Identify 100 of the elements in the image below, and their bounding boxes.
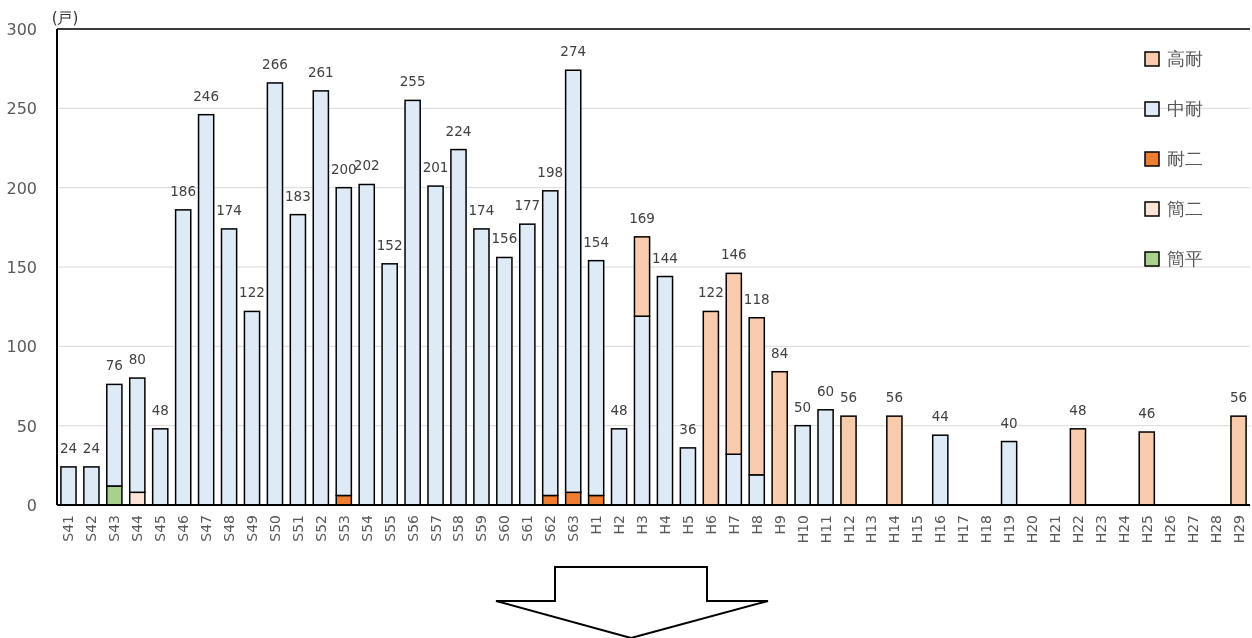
x-tick-label: H15 [909,515,926,544]
x-tick-label: H4 [656,514,673,535]
x-tick-label: S49 [244,515,261,542]
x-tick-label: H19 [1001,515,1018,544]
total-label: 24 [82,439,101,456]
total-label: 46 [1138,405,1156,422]
total-label: 56 [885,389,903,406]
total-label: 118 [743,290,770,307]
x-tick-label: S43 [106,515,123,542]
x-tick-label: S59 [473,515,490,542]
total-label: 60 [816,382,835,399]
x-tick-label: H2 [611,515,628,535]
x-tick-label: S46 [175,514,192,542]
x-tick-label: H22 [1069,515,1086,544]
x-tick-label: H12 [840,515,857,544]
total-label: 80 [128,351,146,368]
total-label: 40 [1000,414,1018,431]
x-tick-label: H1 [588,515,605,535]
total-label: 24 [59,439,78,456]
total-label: 266 [262,55,288,72]
x-tick-label: H5 [679,515,696,535]
total-label: 261 [307,63,334,80]
total-label: 177 [514,197,541,214]
y-tick-label: 100 [6,337,37,357]
x-tick-label: H3 [634,515,651,535]
x-tick-label: S62 [542,515,559,542]
total-label: 201 [422,159,449,176]
x-tick-label: H21 [1046,515,1063,544]
x-tick-label: S58 [450,515,467,542]
x-tick-label: S48 [221,515,238,542]
x-tick-label: S63 [565,515,582,542]
total-label: 48 [151,401,169,418]
x-tick-label: H25 [1138,515,1155,544]
total-label: 154 [583,233,610,250]
x-tick-label: H8 [748,515,765,535]
total-label: 186 [170,182,197,199]
total-label: 50 [794,398,812,415]
total-label: 76 [105,357,123,374]
x-tick-label: S45 [152,515,169,542]
legend-label: 高耐 [1167,48,1203,69]
total-label: 48 [610,401,628,418]
y-tick-label: 200 [6,178,37,198]
y-tick-label: 300 [6,20,37,39]
x-tick-label: S55 [381,515,398,542]
x-tick-label: S54 [358,514,375,542]
x-tick-label: H6 [702,514,719,535]
legend-label: 簡平 [1167,248,1203,269]
total-label: 156 [491,230,518,247]
total-label: 144 [652,249,678,266]
total-label: 122 [239,284,265,301]
legend-label: 耐二 [1167,148,1203,169]
total-label: 84 [771,344,789,361]
total-label: 48 [1069,401,1087,418]
x-tick-label: S51 [289,515,306,542]
x-tick-label: S60 [496,515,513,542]
total-label: 246 [193,87,220,104]
y-axis-title: (戸) [51,9,79,27]
total-label: 36 [679,420,697,437]
x-tick-label: S57 [427,515,444,542]
x-tick-label: H24 [1115,514,1132,544]
x-tick-label: S56 [404,514,421,542]
x-tick-label: S53 [335,515,352,542]
total-label: 44 [931,408,949,425]
x-tick-label: H18 [978,515,995,544]
y-tick-label: 150 [6,258,37,277]
total-label: 122 [697,284,724,301]
y-tick-label: 50 [16,416,37,436]
total-label: 183 [285,187,311,204]
x-tick-label: H23 [1092,515,1109,544]
legend-label: 中耐 [1167,98,1203,119]
total-label: 56 [1229,389,1248,406]
x-tick-label: H14 [886,514,903,544]
total-label: 146 [720,246,747,263]
total-label: 169 [629,209,655,226]
total-label: 224 [445,122,472,139]
total-label: 152 [376,236,403,253]
x-tick-label: S47 [198,515,215,542]
total-label: 274 [560,43,587,60]
legend-label: 簡二 [1167,198,1203,219]
x-tick-label: H10 [794,515,811,544]
x-tick-label: S50 [266,515,283,542]
x-tick-label: H26 [1161,514,1178,544]
total-label: 198 [537,163,564,180]
x-tick-label: H16 [932,514,949,544]
x-tick-label: H11 [817,515,834,544]
x-tick-label: S61 [519,515,536,542]
x-tick-label: S52 [312,515,329,542]
x-tick-label: S44 [129,514,146,542]
x-tick-label: H27 [1184,515,1201,544]
x-tick-label: S41 [60,515,77,542]
x-tick-label: S42 [83,515,100,542]
x-tick-label: H28 [1207,515,1224,544]
total-label: 174 [468,201,495,218]
y-tick-label: 0 [26,496,37,515]
x-tick-label: H13 [863,515,880,544]
total-label: 255 [399,73,426,90]
x-tick-label: H29 [1230,515,1247,544]
total-label: 174 [216,201,242,218]
x-tick-label: H9 [771,515,788,535]
total-label: 56 [839,389,858,406]
